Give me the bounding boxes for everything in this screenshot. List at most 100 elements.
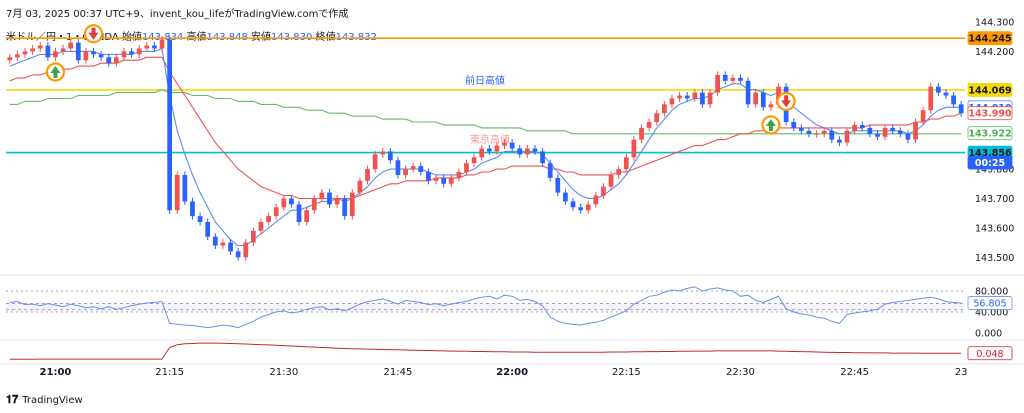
- candle-body: [410, 166, 416, 170]
- candle-body: [662, 104, 667, 114]
- candle: [958, 100, 964, 117]
- candle: [243, 239, 249, 261]
- candle-body: [799, 127, 804, 131]
- sub-last-text: 0.048: [976, 349, 1003, 360]
- candle-body: [722, 74, 728, 81]
- candle-body: [68, 42, 74, 49]
- candle-body: [753, 92, 759, 105]
- candle-body: [228, 242, 233, 252]
- candle-body: [258, 222, 264, 231]
- candle: [334, 194, 340, 208]
- candle-body: [920, 110, 926, 122]
- candle: [730, 74, 736, 85]
- buy-signal-icon: [761, 115, 781, 135]
- candle: [121, 47, 127, 61]
- candle-body: [144, 45, 150, 49]
- candle-body: [829, 130, 835, 140]
- candle: [144, 42, 150, 52]
- price-label-bg: [967, 106, 1013, 121]
- candle: [342, 194, 348, 220]
- candle-body: [951, 95, 956, 105]
- candle-body: [837, 139, 842, 143]
- footer-brand: 𝟏𝟕 TradingView: [6, 393, 83, 407]
- candle: [388, 147, 393, 164]
- candle: [281, 194, 287, 211]
- candle: [205, 218, 211, 241]
- candle-body: [517, 148, 523, 155]
- candle: [372, 150, 378, 173]
- candle: [540, 147, 545, 167]
- osc-band: [6, 303, 965, 310]
- candle: [654, 109, 660, 126]
- candle-body: [844, 130, 850, 143]
- candle-body: [220, 242, 226, 246]
- candle-body: [403, 169, 408, 175]
- sell-signal-icon: [83, 24, 104, 44]
- price-label-text: 144.245: [968, 34, 1011, 45]
- candle: [547, 159, 553, 182]
- candle: [867, 124, 873, 138]
- candle: [920, 106, 926, 126]
- candle: [631, 136, 637, 161]
- candle-body: [311, 198, 317, 211]
- candle: [159, 36, 165, 52]
- candle: [357, 177, 363, 197]
- candle: [319, 189, 325, 202]
- candle-body: [646, 122, 652, 128]
- candle: [662, 100, 667, 117]
- candle-body: [212, 236, 218, 246]
- candle-body: [75, 42, 81, 61]
- candle-body: [639, 127, 644, 140]
- candle: [905, 130, 911, 144]
- candle: [289, 194, 294, 208]
- candle-body: [388, 151, 393, 161]
- candle: [844, 127, 850, 147]
- candle: [943, 89, 949, 100]
- candle-body: [319, 192, 325, 199]
- candle-body: [669, 98, 675, 105]
- candle-body: [555, 177, 561, 193]
- signals-layer: [45, 24, 796, 135]
- candle-body: [608, 174, 614, 187]
- candle-body: [327, 192, 332, 205]
- candle: [30, 44, 35, 55]
- price-tick-label: 144.300: [975, 18, 1014, 29]
- candle-body: [456, 172, 462, 178]
- candle: [167, 36, 172, 214]
- candle-body: [129, 51, 134, 55]
- time-tick-label: 21:15: [155, 367, 184, 378]
- footer-brand-label: TradingView: [22, 394, 83, 406]
- candle: [692, 89, 698, 102]
- candle: [646, 118, 652, 132]
- candle: [578, 203, 583, 214]
- candle: [395, 156, 401, 179]
- candle-body: [943, 92, 949, 96]
- candle: [623, 153, 629, 173]
- candle-body: [928, 86, 934, 111]
- price-label-badge: 00:25: [967, 155, 1013, 170]
- candle-body: [448, 177, 454, 184]
- candle: [517, 144, 523, 158]
- candle: [532, 144, 538, 155]
- candle: [448, 174, 454, 188]
- candle-body: [372, 154, 378, 170]
- candle: [890, 124, 896, 135]
- price-label-text: 00:25: [975, 158, 1005, 169]
- candle-body: [395, 160, 401, 175]
- candles-layer: [7, 36, 964, 261]
- candle: [479, 144, 485, 161]
- candle: [555, 174, 561, 197]
- osc-last-bg: [967, 296, 1013, 310]
- prev-high-annotation: 前日高値: [465, 74, 505, 87]
- candle-body: [60, 48, 66, 52]
- candle: [669, 94, 675, 108]
- candle-body: [15, 54, 20, 58]
- candle-body: [380, 151, 386, 155]
- candle-body: [121, 51, 127, 58]
- candle-body: [738, 77, 743, 81]
- price-label-text: 144.069: [968, 85, 1011, 96]
- candle: [601, 183, 606, 200]
- sub-indicator-pane: [9, 342, 962, 360]
- arrow-up-icon: [765, 118, 776, 131]
